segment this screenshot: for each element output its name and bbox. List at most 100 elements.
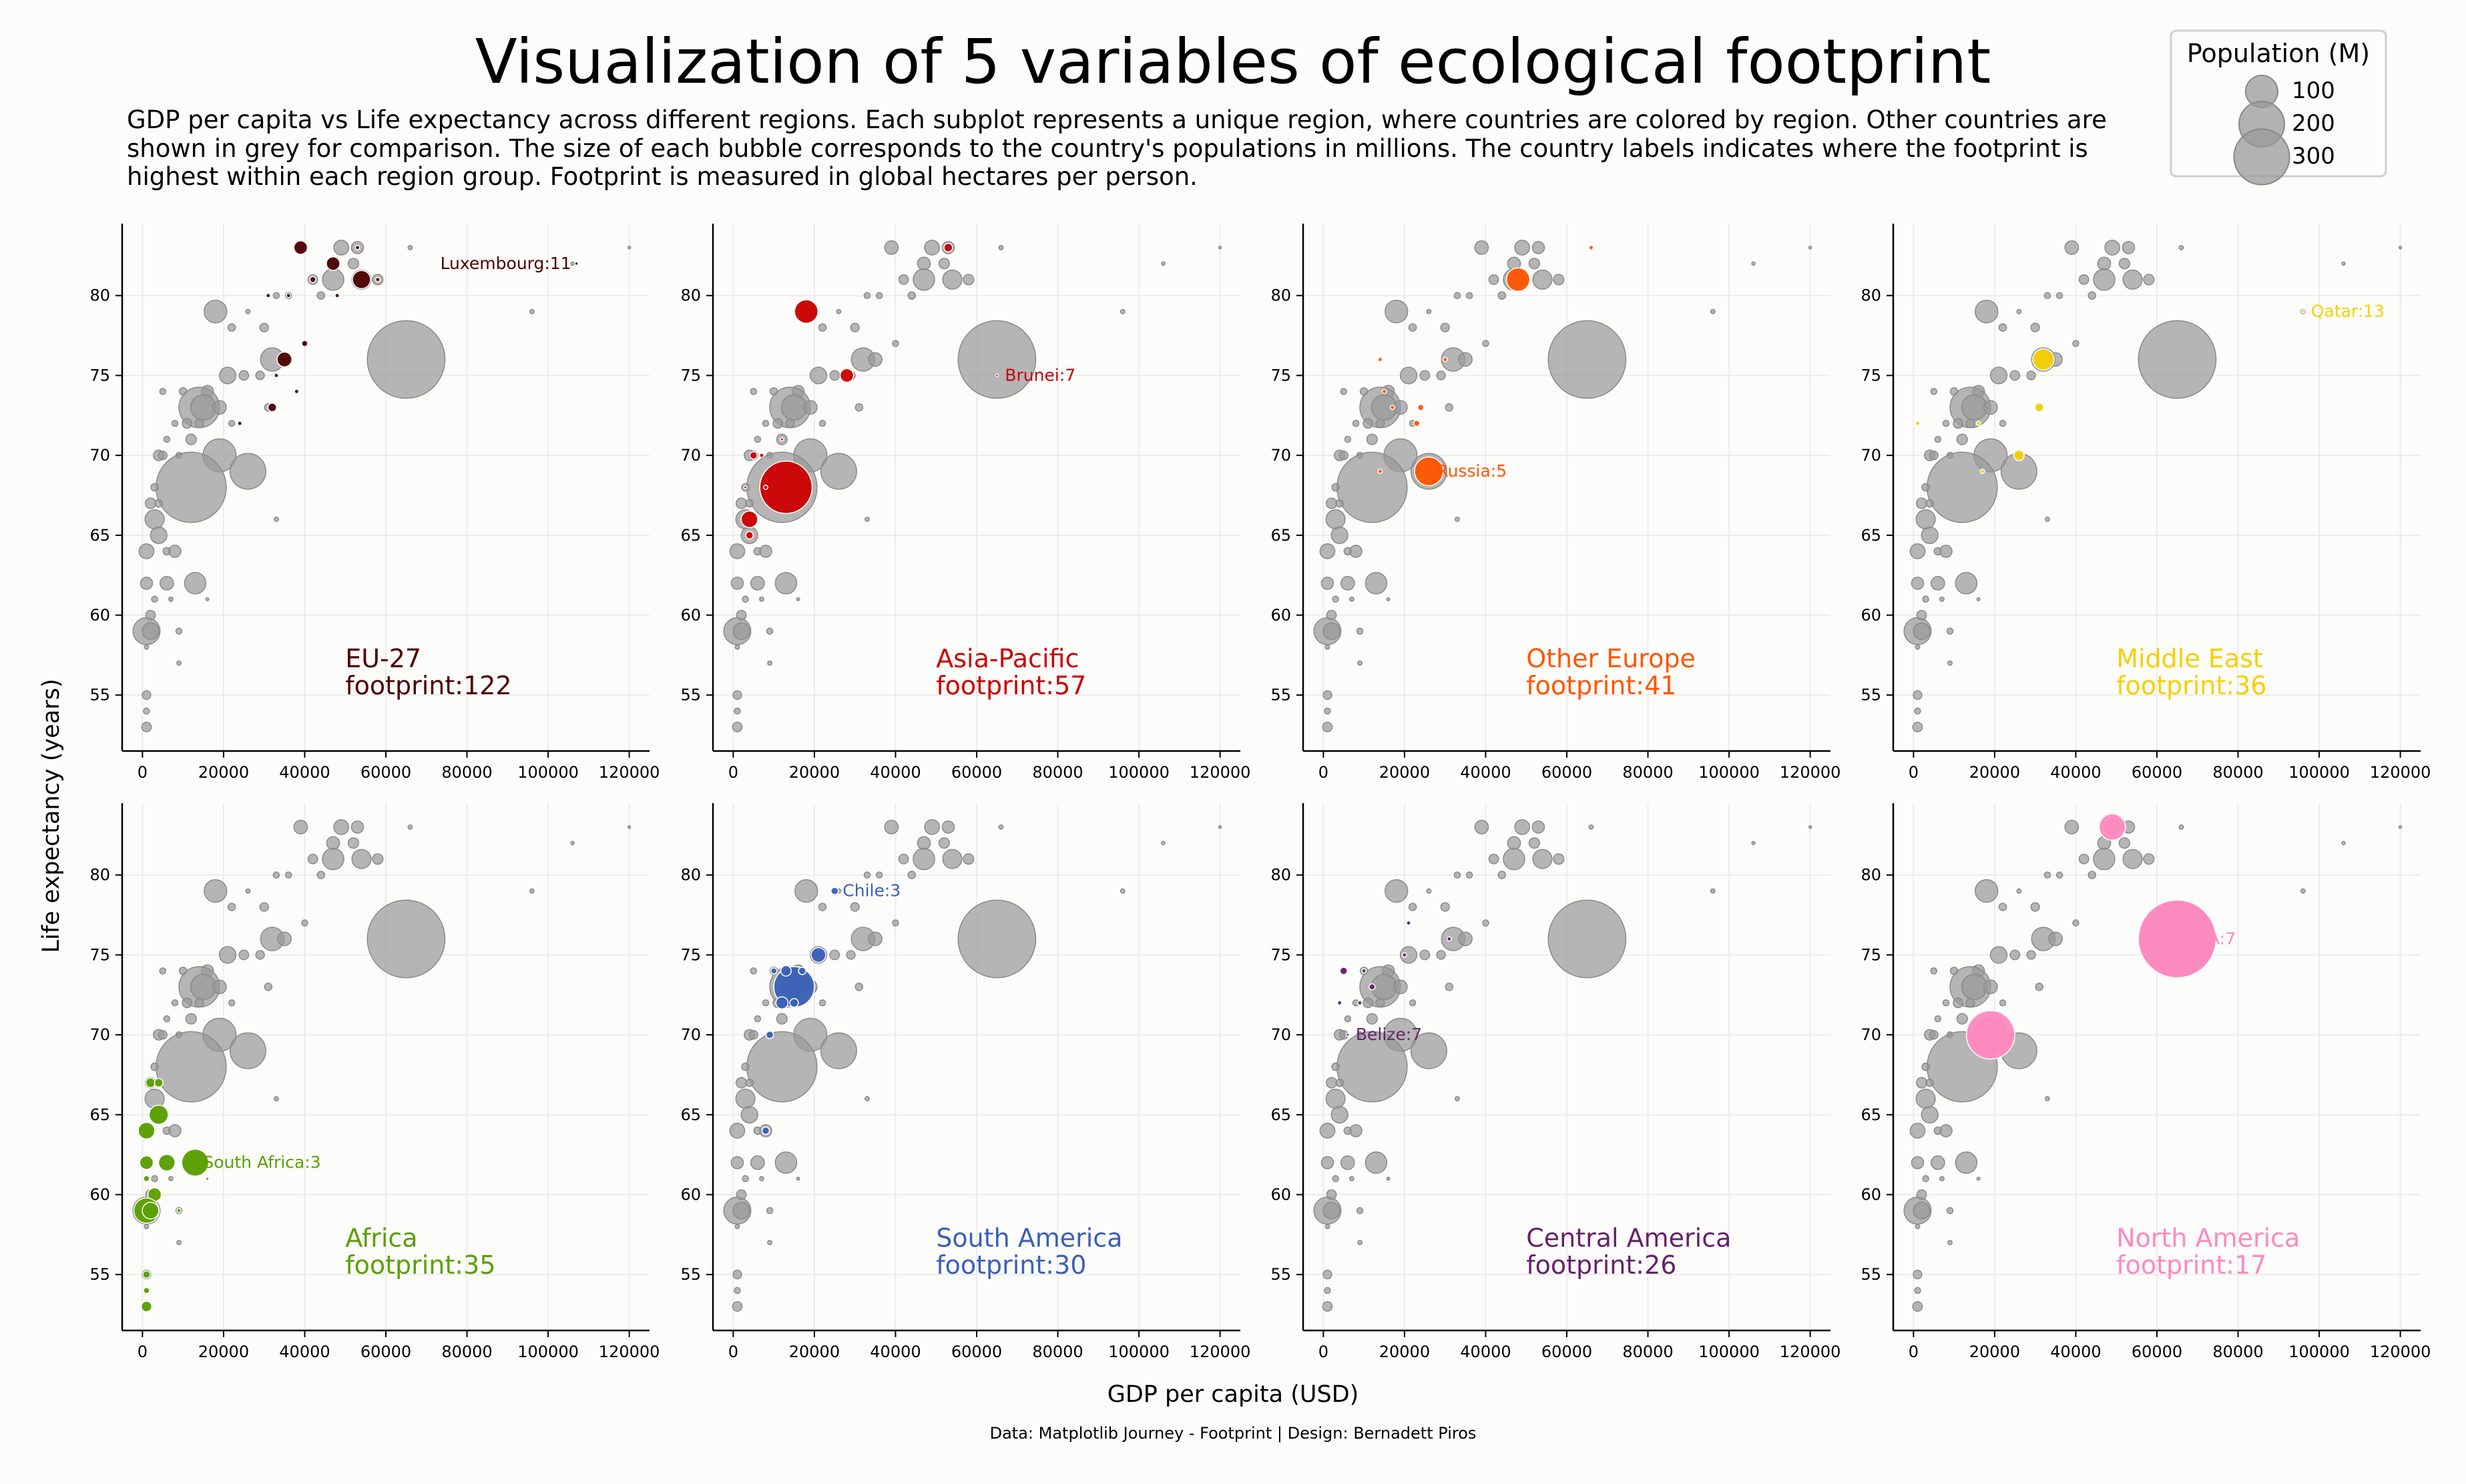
y-tick-label: 80 — [1270, 286, 1291, 305]
x-tick-label: 80000 — [2212, 1342, 2263, 1361]
grey-country-point — [745, 1078, 754, 1087]
grey-country-point — [892, 919, 899, 927]
grey-country-point — [1588, 824, 1594, 830]
grey-country-point — [159, 575, 174, 591]
grey-country-point — [863, 292, 871, 300]
grey-country-point — [1436, 950, 1446, 960]
grey-country-point — [754, 435, 762, 443]
x-tick-label: 60000 — [951, 1342, 1002, 1361]
grey-country-point — [2055, 871, 2063, 879]
grey-country-point — [829, 370, 840, 381]
caption: Data: Matplotlib Journey - Footprint | D… — [990, 1424, 1477, 1443]
grey-country-point — [1419, 370, 1431, 381]
grey-country-point — [245, 308, 251, 314]
x-tick-label: 80000 — [1032, 1342, 1083, 1361]
grey-country-point — [762, 419, 770, 427]
grey-country-point — [1921, 526, 1939, 544]
subplot-eu-27: 0 20000 40000 60000 80000 100000 120000 55 60 65 7… — [89, 224, 660, 782]
grey-country-point — [998, 244, 1004, 250]
grey-country-point — [155, 1031, 227, 1103]
grey-country-point — [1426, 308, 1432, 314]
grey-country-point — [407, 244, 413, 250]
grey-country-point — [2178, 824, 2184, 830]
grey-country-point — [350, 820, 364, 834]
grey-country-point — [1947, 1240, 1953, 1246]
x-tick-label: 0 — [1909, 1342, 1919, 1361]
region-country-point — [294, 389, 300, 395]
grey-country-point — [1161, 261, 1166, 266]
region-label: Africa — [345, 1223, 417, 1252]
grey-country-point — [820, 1032, 857, 1069]
grey-country-point — [316, 291, 326, 300]
x-tick-label: 100000 — [1108, 1342, 1170, 1361]
grey-country-point — [218, 366, 237, 385]
grey-country-point — [735, 1088, 756, 1109]
grey-country-point — [1999, 419, 2007, 427]
grey-country-point — [907, 871, 917, 880]
grey-country-point — [820, 453, 857, 490]
grey-country-point — [1349, 1124, 1363, 1138]
grey-country-point — [1532, 269, 1553, 290]
grey-country-point — [864, 516, 870, 522]
region-country-point — [759, 461, 813, 514]
grey-country-point — [898, 274, 909, 285]
region-country-point — [148, 1104, 169, 1125]
grey-country-point — [1946, 628, 1954, 635]
grey-country-point — [1335, 499, 1344, 508]
grey-country-point — [140, 576, 154, 590]
region-country-point — [154, 1077, 164, 1088]
grey-country-point — [1324, 644, 1330, 650]
region-country-point — [1413, 419, 1421, 427]
grey-country-point — [818, 323, 827, 332]
grey-country-point — [407, 824, 413, 830]
y-tick-label: 80 — [1861, 866, 1881, 885]
y-tick-label: 70 — [89, 1025, 110, 1044]
subplot-north-america: 0 20000 40000 60000 80000 100000 120000 55 60 65 7… — [1861, 803, 2431, 1361]
y-tick-label: 65 — [1861, 526, 1881, 545]
grey-country-point — [1348, 596, 1354, 602]
subplot-south-america: 0 20000 40000 60000 80000 100000 120000 55 60 65 7… — [680, 803, 1250, 1361]
grey-country-point — [168, 1176, 174, 1182]
region-country-point — [181, 1148, 210, 1177]
region-country-point — [143, 1286, 150, 1294]
y-tick-label: 65 — [1270, 1105, 1291, 1124]
region-country-point — [749, 451, 758, 460]
grey-country-point — [2341, 261, 2346, 266]
grey-country-point — [1440, 322, 1450, 332]
grey-country-point — [913, 268, 935, 291]
x-tick-label: 40000 — [279, 763, 330, 782]
grey-country-point — [767, 660, 773, 666]
grey-country-point — [1531, 820, 1545, 834]
grey-country-point — [1445, 403, 1454, 412]
x-tick-label: 40000 — [279, 1342, 330, 1361]
grey-country-point — [1325, 497, 1338, 509]
grey-country-point — [2009, 949, 2021, 961]
grey-country-point — [1324, 1224, 1330, 1230]
grey-country-point — [758, 596, 764, 602]
grey-country-point — [1942, 999, 1950, 1007]
grey-country-point — [1553, 853, 1565, 865]
grey-country-point — [2398, 246, 2403, 250]
region-country-point — [1389, 405, 1395, 411]
region-country-point — [139, 1155, 154, 1170]
grey-country-point — [1528, 837, 1540, 849]
grey-country-point — [1363, 997, 1374, 1009]
grey-country-point — [850, 322, 860, 332]
grey-country-point — [1930, 967, 1938, 975]
grey-country-point — [2016, 888, 2022, 894]
grey-country-point — [1939, 596, 1945, 602]
grey-country-point — [746, 1031, 818, 1103]
grey-country-point — [1507, 836, 1521, 850]
grey-country-point — [2093, 848, 2116, 871]
region-country-point — [142, 1270, 151, 1279]
y-tick-label: 60 — [1861, 606, 1881, 625]
grey-country-point — [854, 403, 864, 412]
region-country-point — [789, 998, 799, 1008]
grey-country-point — [163, 1015, 171, 1023]
region-country-point — [334, 292, 340, 298]
grey-country-point — [1352, 419, 1360, 427]
y-tick-label: 55 — [680, 1265, 701, 1284]
grey-country-point — [259, 902, 269, 912]
y-tick-label: 80 — [680, 286, 701, 305]
grey-country-point — [144, 644, 150, 650]
